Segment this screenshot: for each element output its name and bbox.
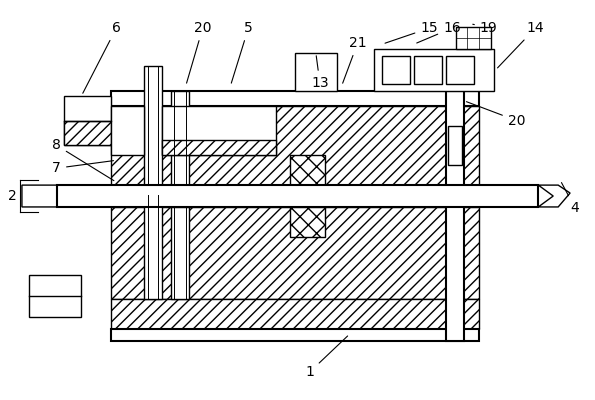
Bar — [162, 106, 276, 155]
Bar — [111, 299, 479, 329]
Bar — [295, 53, 337, 91]
Bar — [64, 120, 111, 145]
Text: 20: 20 — [466, 102, 525, 128]
Text: 16: 16 — [416, 21, 461, 43]
Text: 1: 1 — [305, 336, 347, 379]
Bar — [414, 56, 442, 84]
Text: 6: 6 — [83, 21, 121, 93]
Text: 4: 4 — [562, 182, 580, 215]
Bar — [64, 96, 111, 145]
Bar — [111, 207, 479, 299]
Text: 21: 21 — [343, 36, 367, 83]
Bar — [290, 155, 325, 207]
Bar — [456, 27, 491, 49]
Bar — [171, 91, 189, 185]
Text: 8: 8 — [52, 138, 114, 181]
Polygon shape — [538, 185, 570, 207]
Bar — [374, 49, 494, 91]
Text: 20: 20 — [187, 21, 211, 83]
Bar — [111, 106, 479, 185]
Bar — [383, 56, 410, 84]
Text: 5: 5 — [231, 21, 253, 83]
Bar — [57, 185, 538, 207]
Bar — [144, 66, 162, 185]
Text: 19: 19 — [473, 21, 497, 35]
Bar — [290, 207, 325, 237]
Text: 7: 7 — [52, 161, 114, 175]
Polygon shape — [22, 185, 71, 207]
Bar — [144, 195, 162, 299]
Bar — [448, 126, 462, 165]
Bar — [111, 106, 144, 155]
Text: 2: 2 — [8, 189, 17, 203]
Bar — [162, 140, 276, 155]
Text: 13: 13 — [311, 56, 328, 90]
Bar — [111, 91, 479, 106]
Bar — [446, 91, 464, 341]
Bar — [111, 329, 479, 341]
Bar — [29, 276, 80, 317]
Text: 14: 14 — [497, 21, 544, 68]
Bar — [171, 207, 189, 299]
Text: 15: 15 — [385, 21, 438, 43]
Bar — [446, 56, 474, 84]
